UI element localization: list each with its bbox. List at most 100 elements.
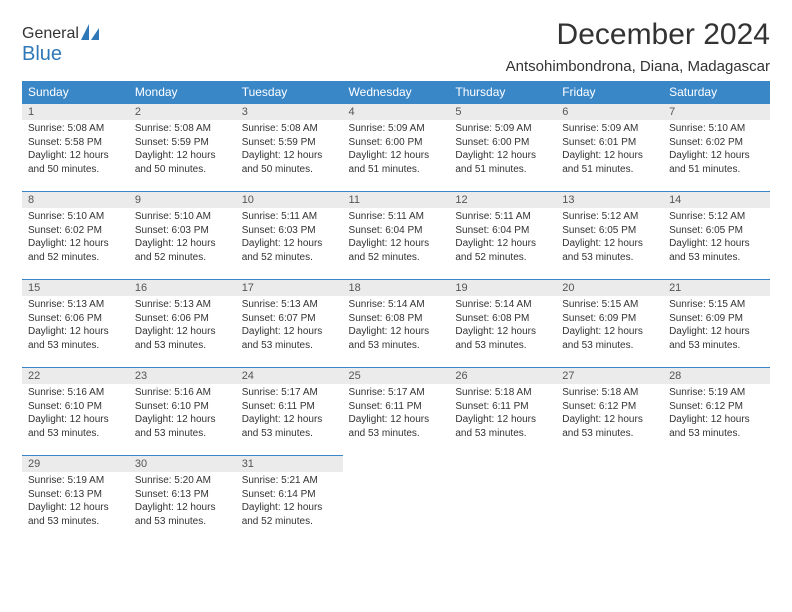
daylight-text: Daylight: 12 hours and 52 minutes. [349, 237, 444, 264]
daylight-text: Daylight: 12 hours and 53 minutes. [349, 413, 444, 440]
cell-body: Sunrise: 5:11 AMSunset: 6:03 PMDaylight:… [236, 208, 343, 268]
daylight-text: Daylight: 12 hours and 53 minutes. [135, 413, 230, 440]
day-number: 26 [449, 368, 556, 384]
day-number: 6 [556, 104, 663, 120]
day-number: 25 [343, 368, 450, 384]
sunset-text: Sunset: 6:06 PM [28, 312, 123, 326]
day-number: 13 [556, 192, 663, 208]
calendar-cell: 5Sunrise: 5:09 AMSunset: 6:00 PMDaylight… [449, 104, 556, 192]
dayname-row: Sunday Monday Tuesday Wednesday Thursday… [22, 81, 770, 104]
sunset-text: Sunset: 6:10 PM [135, 400, 230, 414]
calendar-cell: 18Sunrise: 5:14 AMSunset: 6:08 PMDayligh… [343, 280, 450, 368]
sunrise-text: Sunrise: 5:09 AM [562, 122, 657, 136]
daylight-text: Daylight: 12 hours and 53 minutes. [28, 413, 123, 440]
day-number: 14 [663, 192, 770, 208]
daylight-text: Daylight: 12 hours and 53 minutes. [669, 237, 764, 264]
sunrise-text: Sunrise: 5:10 AM [135, 210, 230, 224]
day-number: 29 [22, 456, 129, 472]
calendar-cell: 6Sunrise: 5:09 AMSunset: 6:01 PMDaylight… [556, 104, 663, 192]
cell-body: Sunrise: 5:12 AMSunset: 6:05 PMDaylight:… [663, 208, 770, 268]
sunset-text: Sunset: 6:12 PM [669, 400, 764, 414]
day-number: 22 [22, 368, 129, 384]
sunset-text: Sunset: 6:00 PM [455, 136, 550, 150]
day-number: 11 [343, 192, 450, 208]
cell-body: Sunrise: 5:15 AMSunset: 6:09 PMDaylight:… [663, 296, 770, 356]
day-number: 4 [343, 104, 450, 120]
calendar-cell: 26Sunrise: 5:18 AMSunset: 6:11 PMDayligh… [449, 368, 556, 456]
sunrise-text: Sunrise: 5:12 AM [562, 210, 657, 224]
sunset-text: Sunset: 6:05 PM [669, 224, 764, 238]
day-number: 18 [343, 280, 450, 296]
calendar-cell: 12Sunrise: 5:11 AMSunset: 6:04 PMDayligh… [449, 192, 556, 280]
cell-body: Sunrise: 5:16 AMSunset: 6:10 PMDaylight:… [22, 384, 129, 444]
sunset-text: Sunset: 6:08 PM [349, 312, 444, 326]
daylight-text: Daylight: 12 hours and 52 minutes. [28, 237, 123, 264]
cell-body: Sunrise: 5:21 AMSunset: 6:14 PMDaylight:… [236, 472, 343, 532]
sunset-text: Sunset: 6:13 PM [28, 488, 123, 502]
calendar-cell [343, 456, 450, 544]
day-number: 9 [129, 192, 236, 208]
cell-body: Sunrise: 5:08 AMSunset: 5:58 PMDaylight:… [22, 120, 129, 180]
day-number: 5 [449, 104, 556, 120]
daylight-text: Daylight: 12 hours and 52 minutes. [242, 501, 337, 528]
title-block: December 2024 Antsohimbondrona, Diana, M… [506, 18, 770, 75]
logo-text-blue: Blue [22, 44, 101, 64]
day-number: 21 [663, 280, 770, 296]
cell-body: Sunrise: 5:11 AMSunset: 6:04 PMDaylight:… [449, 208, 556, 268]
daylight-text: Daylight: 12 hours and 53 minutes. [562, 325, 657, 352]
calendar-cell: 16Sunrise: 5:13 AMSunset: 6:06 PMDayligh… [129, 280, 236, 368]
daylight-text: Daylight: 12 hours and 53 minutes. [349, 325, 444, 352]
sunrise-text: Sunrise: 5:15 AM [562, 298, 657, 312]
daylight-text: Daylight: 12 hours and 53 minutes. [455, 325, 550, 352]
daylight-text: Daylight: 12 hours and 52 minutes. [135, 237, 230, 264]
dayname-tue: Tuesday [236, 81, 343, 104]
sunrise-text: Sunrise: 5:18 AM [562, 386, 657, 400]
daylight-text: Daylight: 12 hours and 50 minutes. [135, 149, 230, 176]
sunset-text: Sunset: 6:09 PM [562, 312, 657, 326]
calendar-cell: 23Sunrise: 5:16 AMSunset: 6:10 PMDayligh… [129, 368, 236, 456]
sunrise-text: Sunrise: 5:11 AM [349, 210, 444, 224]
cell-body: Sunrise: 5:14 AMSunset: 6:08 PMDaylight:… [343, 296, 450, 356]
sunset-text: Sunset: 6:05 PM [562, 224, 657, 238]
day-number: 15 [22, 280, 129, 296]
daylight-text: Daylight: 12 hours and 50 minutes. [242, 149, 337, 176]
month-title: December 2024 [506, 18, 770, 52]
day-number: 27 [556, 368, 663, 384]
cell-body: Sunrise: 5:09 AMSunset: 6:00 PMDaylight:… [343, 120, 450, 180]
daylight-text: Daylight: 12 hours and 51 minutes. [669, 149, 764, 176]
calendar-cell: 22Sunrise: 5:16 AMSunset: 6:10 PMDayligh… [22, 368, 129, 456]
sunset-text: Sunset: 6:12 PM [562, 400, 657, 414]
calendar-cell: 14Sunrise: 5:12 AMSunset: 6:05 PMDayligh… [663, 192, 770, 280]
sunrise-text: Sunrise: 5:11 AM [242, 210, 337, 224]
daylight-text: Daylight: 12 hours and 53 minutes. [135, 501, 230, 528]
cell-body: Sunrise: 5:16 AMSunset: 6:10 PMDaylight:… [129, 384, 236, 444]
calendar-week: 29 Sunrise: 5:19 AMSunset: 6:13 PM Dayligh… [22, 456, 770, 544]
day-number: 3 [236, 104, 343, 120]
daylight-text: Daylight: 12 hours and 52 minutes. [455, 237, 550, 264]
daylight-text: Daylight: 12 hours and 53 minutes. [669, 413, 764, 440]
day-number: 17 [236, 280, 343, 296]
sunrise-text: Sunrise: 5:08 AM [28, 122, 123, 136]
sunset-text: Sunset: 5:58 PM [28, 136, 123, 150]
calendar-cell: 11Sunrise: 5:11 AMSunset: 6:04 PMDayligh… [343, 192, 450, 280]
sunrise-text: Sunrise: 5:18 AM [455, 386, 550, 400]
cell-body: Sunrise: 5:09 AMSunset: 6:00 PMDaylight:… [449, 120, 556, 180]
calendar-cell: 24Sunrise: 5:17 AMSunset: 6:11 PMDayligh… [236, 368, 343, 456]
cell-body: Sunrise: 5:17 AMSunset: 6:11 PMDaylight:… [343, 384, 450, 444]
calendar-cell: 25Sunrise: 5:17 AMSunset: 6:11 PMDayligh… [343, 368, 450, 456]
sunrise-text: Sunrise: 5:19 AM [28, 474, 123, 488]
daylight-text: Daylight: 12 hours and 53 minutes. [242, 413, 337, 440]
calendar-week: 15Sunrise: 5:13 AMSunset: 6:06 PMDayligh… [22, 280, 770, 368]
day-number: 23 [129, 368, 236, 384]
sunrise-text: Sunrise: 5:21 AM [242, 474, 337, 488]
calendar-cell: 21Sunrise: 5:15 AMSunset: 6:09 PMDayligh… [663, 280, 770, 368]
calendar-cell: 1Sunrise: 5:08 AMSunset: 5:58 PMDaylight… [22, 104, 129, 192]
calendar-week: 8Sunrise: 5:10 AMSunset: 6:02 PMDaylight… [22, 192, 770, 280]
cell-body: Sunrise: 5:10 AMSunset: 6:02 PMDaylight:… [22, 208, 129, 268]
calendar-cell: 17Sunrise: 5:13 AMSunset: 6:07 PMDayligh… [236, 280, 343, 368]
daylight-text: Daylight: 12 hours and 50 minutes. [28, 149, 123, 176]
sunset-text: Sunset: 6:11 PM [455, 400, 550, 414]
sunrise-text: Sunrise: 5:17 AM [349, 386, 444, 400]
cell-body: Sunrise: 5:08 AMSunset: 5:59 PMDaylight:… [236, 120, 343, 180]
calendar-cell: 8Sunrise: 5:10 AMSunset: 6:02 PMDaylight… [22, 192, 129, 280]
